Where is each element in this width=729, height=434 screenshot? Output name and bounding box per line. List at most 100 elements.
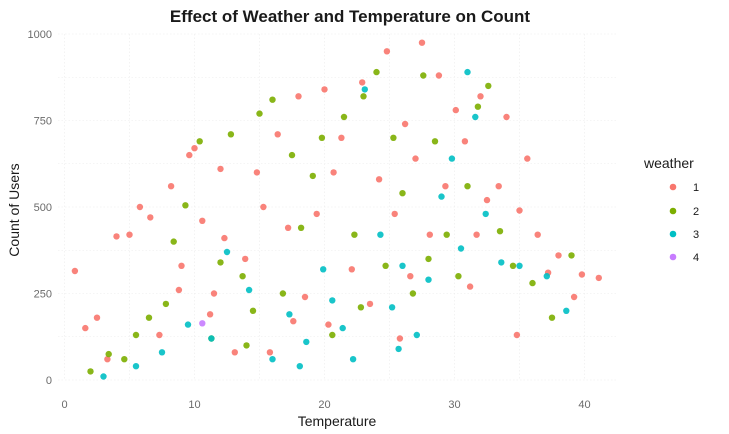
data-point [221, 234, 228, 242]
data-point [529, 279, 536, 287]
data-point [382, 262, 389, 269]
data-point [239, 273, 246, 280]
data-point [555, 252, 562, 259]
data-point [170, 238, 177, 245]
data-point [182, 202, 189, 209]
data-point [375, 176, 383, 183]
data-point [121, 356, 128, 363]
data-point [256, 110, 263, 117]
data-point [227, 131, 235, 138]
data-point [361, 86, 368, 93]
data-point [208, 335, 215, 342]
data-point [249, 307, 257, 314]
data-point [420, 72, 427, 79]
legend-label: 3 [693, 229, 699, 241]
data-point [496, 228, 504, 235]
data-point [184, 321, 192, 328]
data-point [162, 300, 170, 308]
y-tick-label: 250 [34, 289, 52, 301]
y-tick-label: 0 [46, 375, 52, 387]
data-point [113, 233, 120, 240]
data-point [366, 300, 374, 308]
data-point [464, 68, 471, 76]
grid-lines [58, 33, 617, 381]
data-point [167, 183, 175, 190]
data-point [472, 113, 479, 121]
data-point [534, 231, 541, 238]
data-point [132, 363, 140, 370]
data-point [217, 165, 224, 173]
data-point [186, 151, 193, 159]
data-point [158, 349, 166, 356]
data-point [503, 113, 510, 121]
legend-item: 3 [669, 229, 699, 241]
data-point [100, 373, 107, 380]
data-point [321, 86, 328, 93]
data-point [126, 231, 133, 238]
data-point [359, 79, 366, 86]
data-point [461, 138, 469, 145]
data-point [274, 131, 281, 138]
data-point [87, 368, 94, 375]
data-point [466, 283, 474, 290]
data-point [396, 335, 404, 342]
data-point [348, 266, 355, 273]
data-point [175, 286, 183, 294]
data-point [474, 103, 482, 110]
data-point [425, 255, 432, 263]
data-point [399, 262, 406, 269]
data-point [578, 271, 586, 278]
data-point [395, 345, 402, 353]
data-point [509, 262, 517, 269]
data-point [320, 266, 327, 273]
legend: weather 1 2 3 4 [643, 155, 699, 264]
data-point [329, 331, 336, 339]
data-point [351, 231, 358, 238]
data-point [178, 262, 185, 269]
data-point [325, 321, 332, 328]
data-point [260, 203, 267, 211]
data-point [269, 356, 276, 363]
x-axis-ticks: 0 10 20 30 40 [61, 399, 590, 411]
data-point [495, 183, 502, 190]
data-point [284, 224, 292, 231]
data-point [483, 196, 491, 204]
data-point [357, 304, 365, 311]
data-point [318, 134, 326, 141]
data-point [242, 255, 249, 263]
data-point [245, 286, 253, 294]
y-tick-label: 1000 [28, 29, 52, 41]
data-point [309, 172, 316, 180]
x-axis-label: Temperature [298, 413, 377, 429]
data-point [477, 93, 484, 100]
legend-item: 1 [669, 182, 699, 194]
data-point [231, 349, 238, 356]
data-point [455, 273, 462, 280]
data-point [418, 39, 426, 46]
data-point [286, 311, 293, 318]
x-tick-label: 40 [578, 399, 590, 411]
data-point [595, 274, 602, 282]
data-point [223, 248, 231, 256]
data-point [105, 350, 112, 358]
legend-label: 4 [693, 252, 699, 264]
data-point [303, 338, 310, 346]
data-point [443, 231, 450, 238]
data-point [383, 48, 391, 55]
data-point [104, 356, 111, 363]
data-point [452, 106, 459, 114]
data-point [338, 134, 345, 141]
data-point [457, 245, 465, 252]
data-point [426, 231, 433, 238]
data-point [570, 293, 578, 301]
data-point [253, 169, 261, 176]
data-point [409, 290, 417, 297]
data-point [399, 190, 406, 197]
data-point [329, 297, 336, 304]
data-point [295, 93, 302, 100]
data-point [269, 96, 276, 103]
legend-swatch [669, 253, 677, 261]
data-point [199, 320, 206, 327]
y-tick-label: 500 [34, 202, 52, 214]
